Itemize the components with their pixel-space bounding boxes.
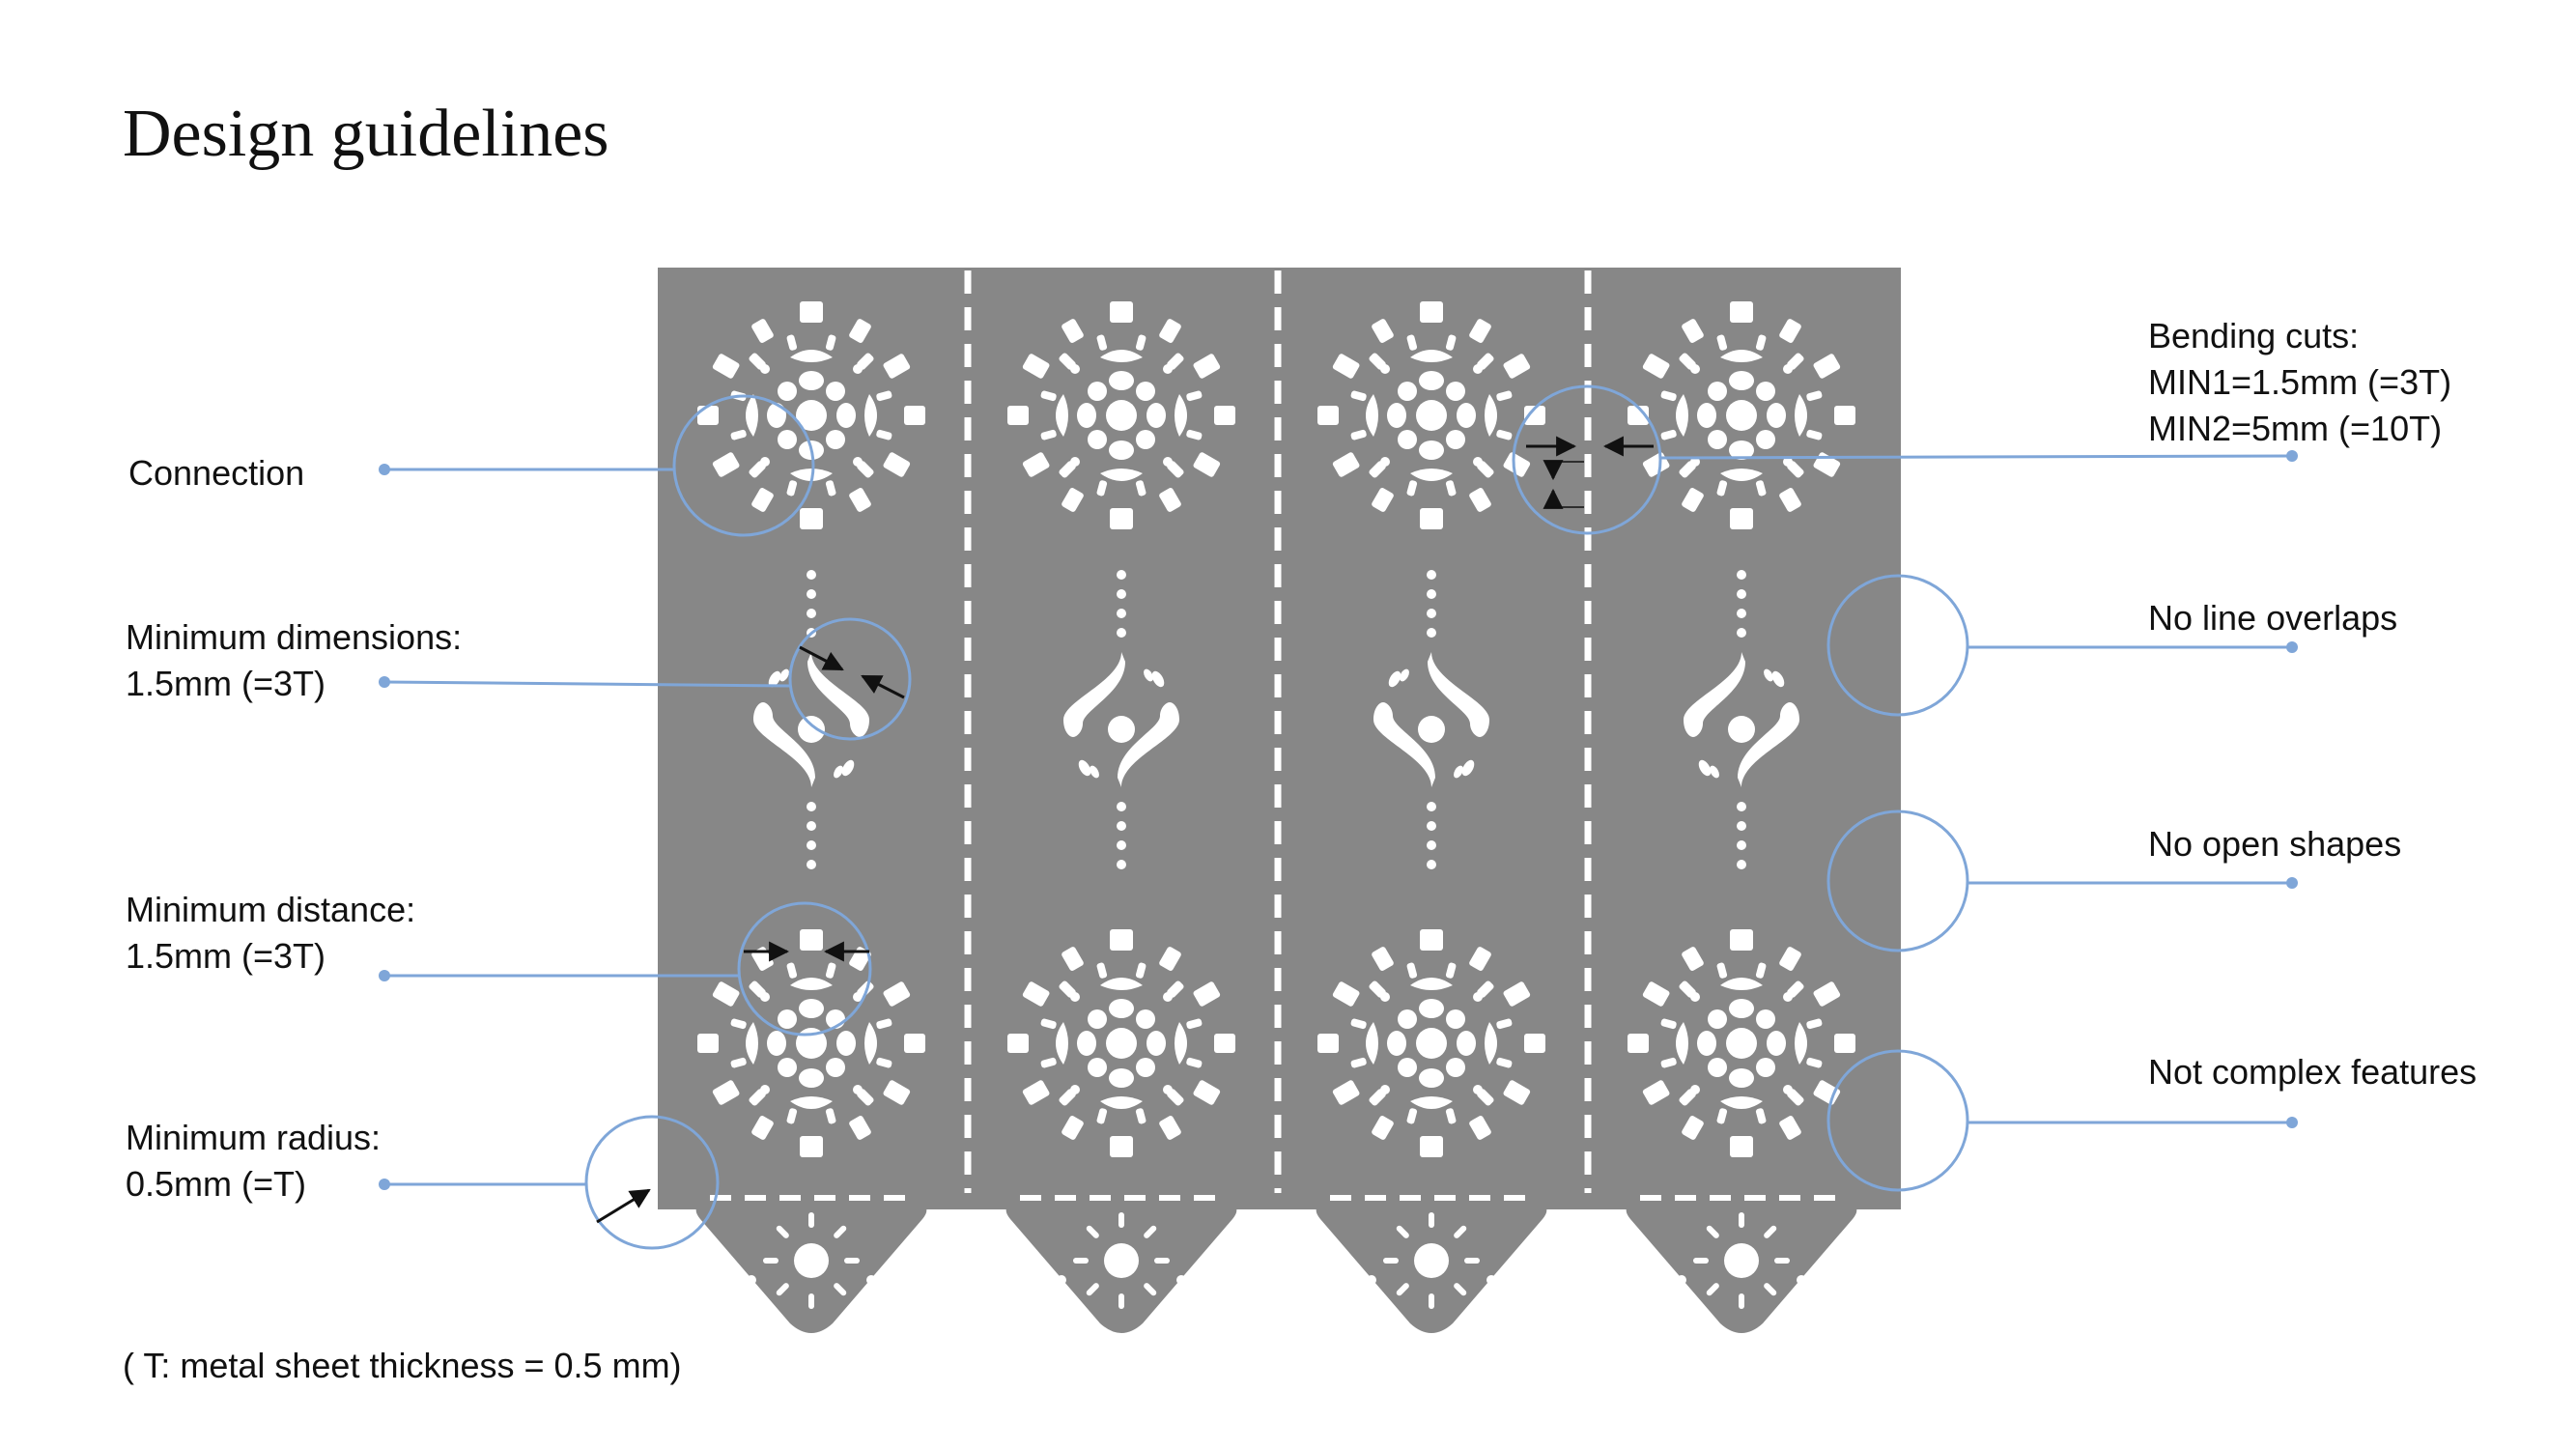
- label-no-line-overlaps: No line overlaps: [2148, 598, 2398, 638]
- callout-circle-not-complex-features: [1826, 1049, 1969, 1192]
- label-bending-cuts-line2: MIN1=1.5mm (=3T): [2148, 362, 2452, 402]
- label-min-distance-line1: Minimum distance:: [126, 890, 416, 929]
- callout-circle-bending-cuts: [1512, 384, 1662, 535]
- callout-circle-no-line-overlaps: [1826, 574, 1969, 717]
- label-min-dimensions-line2: 1.5mm (=3T): [126, 664, 326, 703]
- bending-cut-lines: [964, 270, 1592, 1193]
- label-bending-cuts-line3: MIN2=5mm (=10T): [2148, 409, 2443, 448]
- callout-circle-min-distance: [737, 901, 872, 1037]
- label-min-radius-line1: Minimum radius:: [126, 1118, 382, 1157]
- label-bending-cuts-line1: Bending cuts:: [2148, 316, 2360, 355]
- label-no-open-shapes: No open shapes: [2148, 824, 2402, 864]
- label-min-radius: Minimum radius: 0.5mm (=T): [126, 1115, 381, 1208]
- label-bending-cuts: Bending cuts: MIN1=1.5mm (=3T) MIN2=5mm …: [2148, 313, 2451, 452]
- footnote: ( T: metal sheet thickness = 0.5 mm): [123, 1346, 682, 1385]
- callout-dot-connection: [379, 464, 390, 475]
- callouts: [379, 384, 2298, 1250]
- label-min-radius-line2: 0.5mm (=T): [126, 1164, 307, 1204]
- label-min-distance-line2: 1.5mm (=3T): [126, 936, 326, 976]
- callout-circle-min-dimensions: [788, 617, 912, 741]
- callout-circle-min-radius: [584, 1115, 720, 1250]
- dimension-arrows: [596, 436, 1654, 1224]
- label-min-dimensions: Minimum dimensions: 1.5mm (=3T): [126, 614, 462, 707]
- label-connection: Connection: [128, 453, 305, 493]
- label-min-distance: Minimum distance: 1.5mm (=3T): [126, 887, 415, 980]
- label-not-complex-features: Not complex features: [2148, 1052, 2477, 1092]
- callout-circle-connection: [672, 394, 815, 537]
- label-min-dimensions-line1: Minimum dimensions:: [126, 617, 463, 657]
- callout-circle-no-open-shapes: [1826, 810, 1969, 952]
- page-title: Design guidelines: [123, 97, 609, 171]
- bottom-tabs: [695, 1203, 1857, 1333]
